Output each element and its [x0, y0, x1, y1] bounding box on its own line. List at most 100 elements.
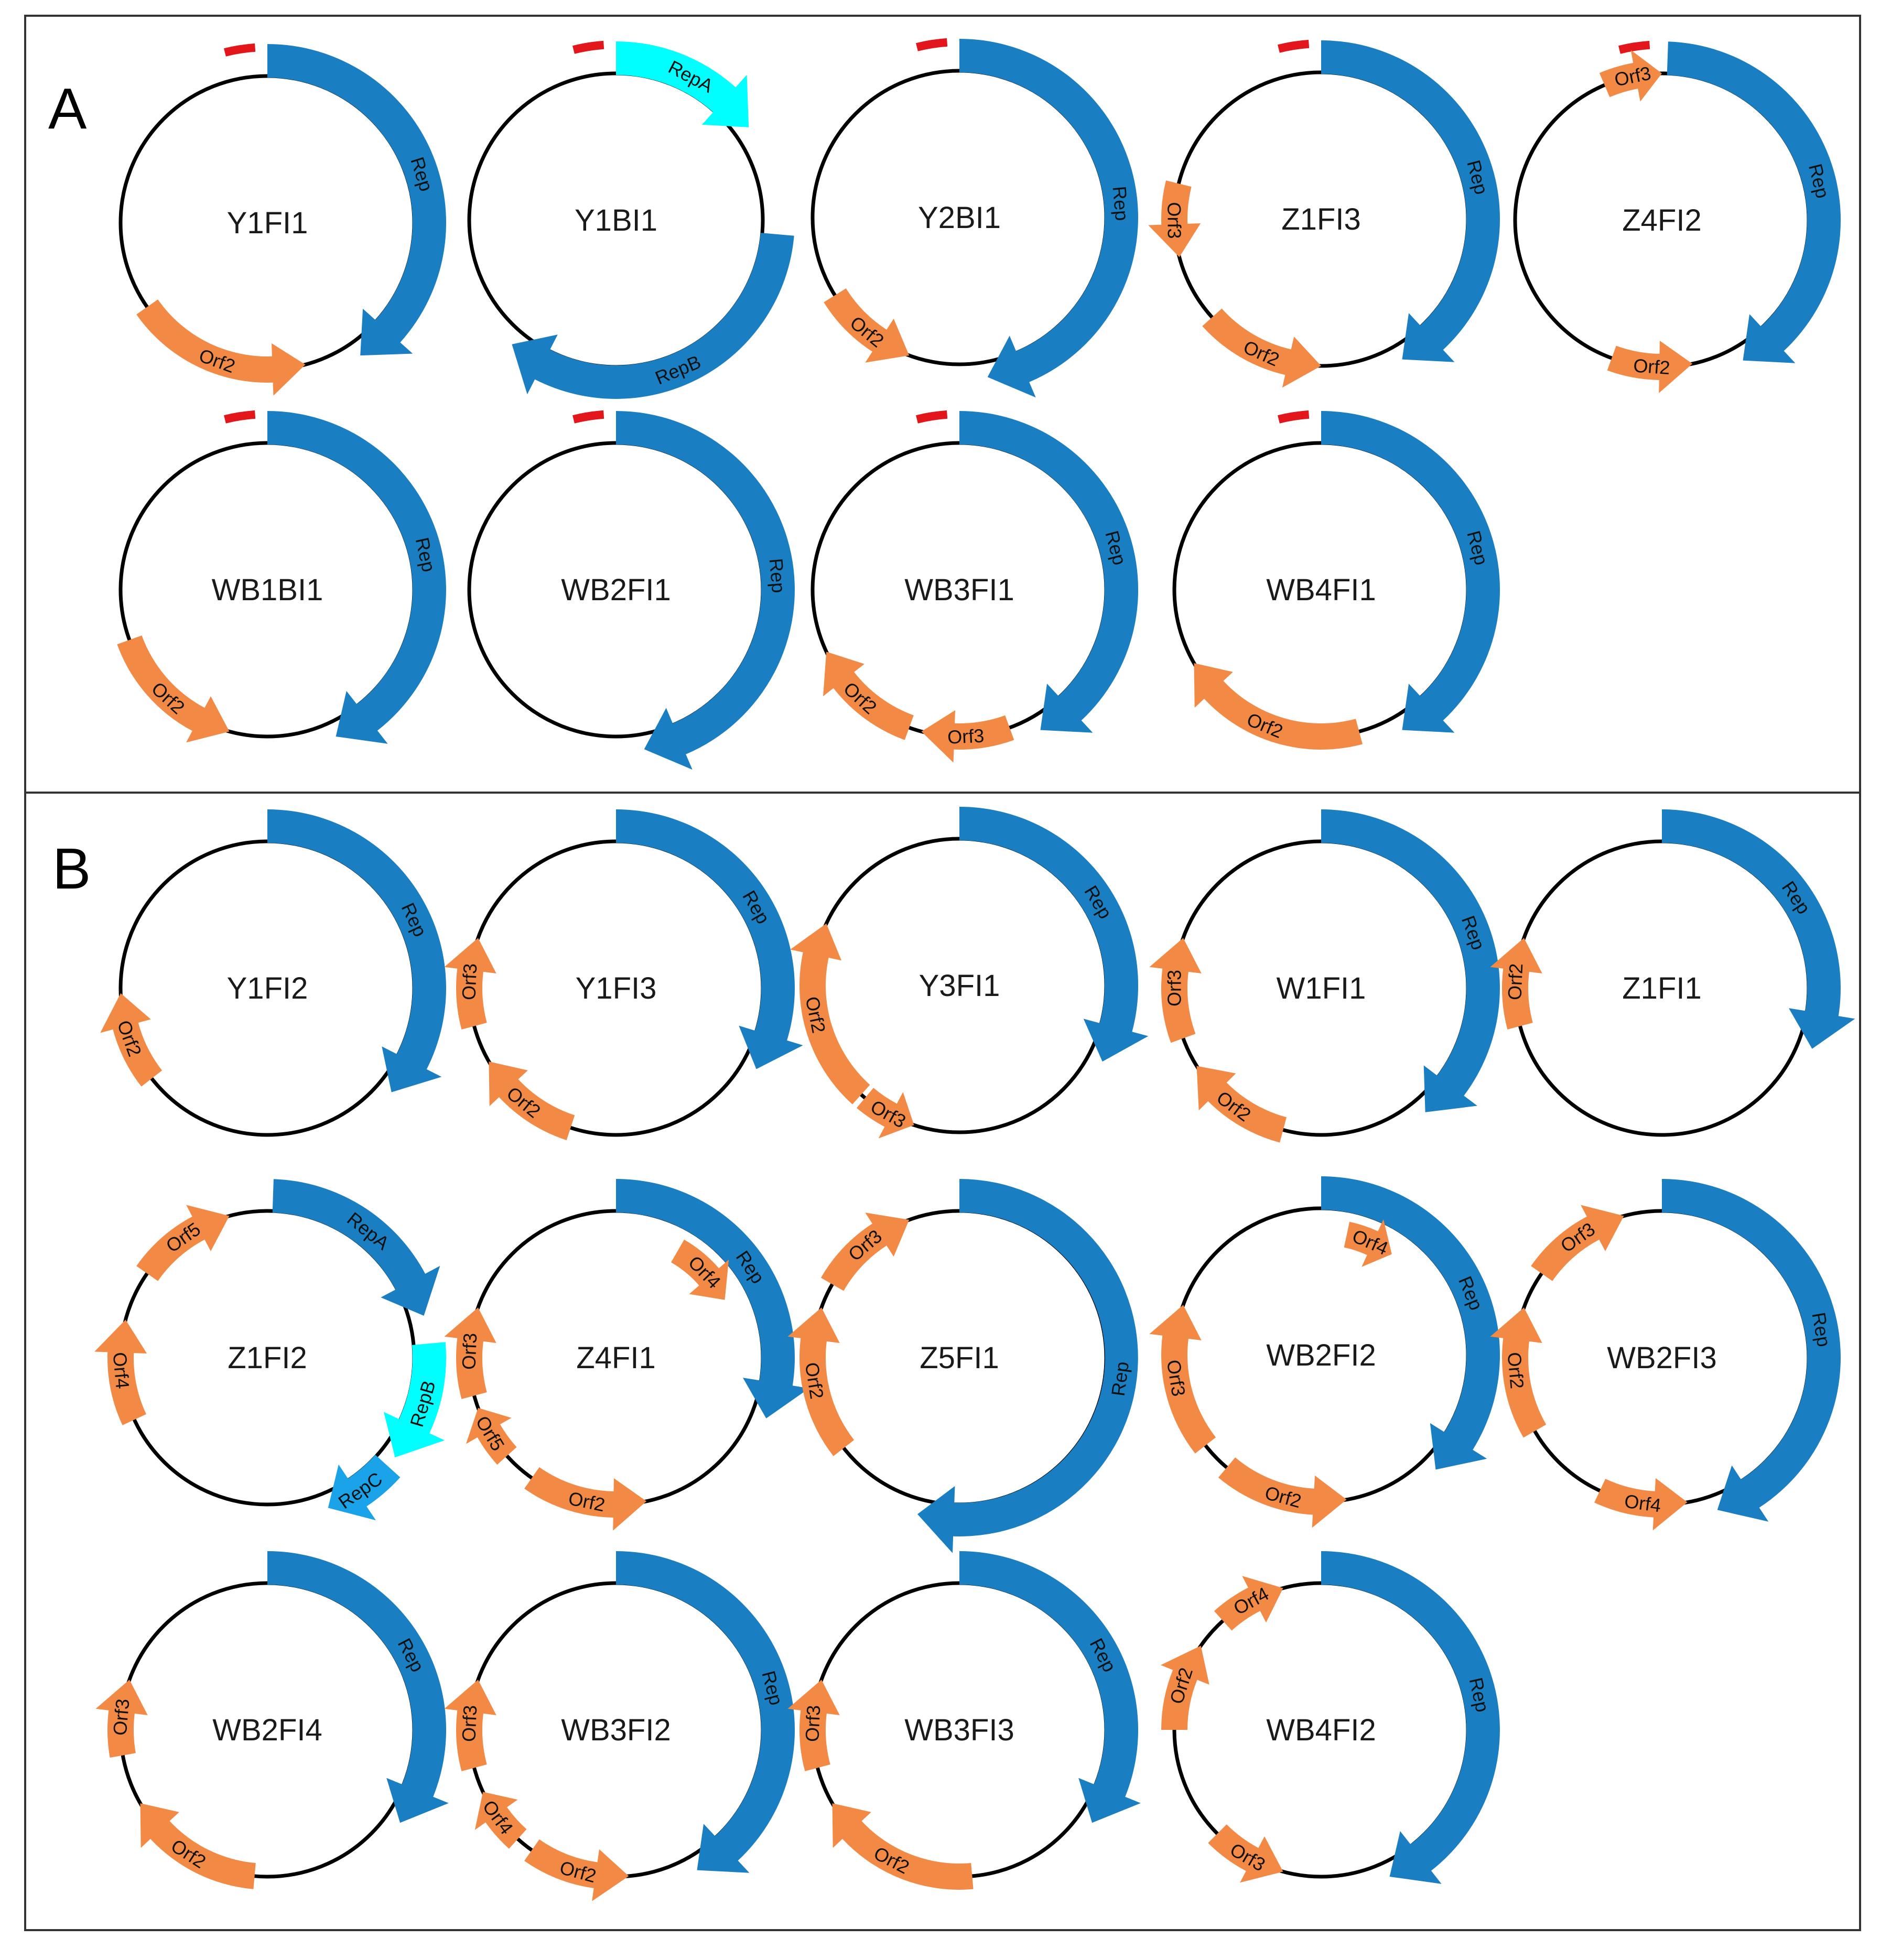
- gene-arrow-orf4: [671, 1239, 729, 1300]
- gene-arrow-orf3: [856, 1088, 914, 1139]
- gene-arrow-rep: [1321, 1176, 1500, 1470]
- plasmid-name: WB3FI1: [904, 573, 1014, 607]
- gene-arrow-orf3: [820, 1212, 910, 1291]
- plasmid-name: Z1FI3: [1281, 202, 1361, 236]
- gene-arrow-orf4: [1594, 1478, 1688, 1531]
- gene-arrow-rep: [267, 44, 447, 356]
- gene-arrow-rep: [267, 411, 446, 744]
- gene-arrow-orf2: [832, 1803, 974, 1890]
- gene-arrow-orf2: [1196, 1066, 1287, 1143]
- gene-arrow-orf4: [94, 1319, 147, 1425]
- gene-arrow-orf2: [1490, 938, 1542, 1030]
- gene-arrow-orf2: [1218, 1457, 1347, 1528]
- gene-arrow-orf4: [1344, 1219, 1392, 1267]
- gene-arrow-rep: [959, 807, 1149, 1062]
- gene-label: Orf3: [458, 1333, 481, 1370]
- gene-label: Rep: [1107, 1360, 1133, 1398]
- gene-arrow-orf2: [1194, 663, 1363, 750]
- gene-arrow-rep: [616, 411, 795, 770]
- plasmid-name: WB3FI3: [904, 1713, 1014, 1747]
- gene-arrow-rep: [1662, 809, 1855, 1049]
- plasmid-name: WB2FI2: [1266, 1338, 1376, 1372]
- gene-arrow-rep: [1321, 1551, 1500, 1884]
- gene-arrow-orf3: [444, 938, 496, 1030]
- gene-arrow-orf2: [1607, 341, 1693, 393]
- gene-arrow-orf3: [787, 1680, 840, 1771]
- gene-arrow-rep: [1321, 809, 1500, 1112]
- gene-arrow-rep: [959, 1551, 1141, 1823]
- plasmid-name: Y1FI1: [227, 206, 308, 240]
- gene-arrow-orf3: [1208, 1824, 1283, 1883]
- gene-arrow-repb: [512, 233, 794, 399]
- plasmid-name: WB3FI2: [561, 1713, 671, 1747]
- gene-arrow-orf2: [1202, 308, 1321, 388]
- plasmid-name: WB2FI1: [561, 573, 671, 607]
- plasmid-name: Z1FI1: [1622, 971, 1702, 1005]
- gene-arrow-orf2: [117, 635, 230, 743]
- gene-arrow-rep: [267, 809, 446, 1092]
- gene-label: Orf3: [947, 725, 985, 748]
- plasmid-map: Rep WB2FI1: [467, 410, 795, 770]
- plasmid-name: Z1FI2: [228, 1341, 307, 1375]
- gene-label: Rep: [1108, 185, 1133, 221]
- origin-marker: [1618, 40, 1650, 54]
- origin-marker: [224, 43, 256, 57]
- gene-arrow-orf4: [1214, 1576, 1283, 1631]
- gene-arrow-orf2: [136, 299, 306, 396]
- plasmid-name: Z4FI2: [1622, 203, 1702, 237]
- plasmid-name: Z5FI1: [920, 1341, 999, 1375]
- origin-marker: [1278, 410, 1310, 424]
- panel-b-frame: [24, 792, 1861, 1931]
- gene-arrow-orf2: [100, 993, 163, 1087]
- gene-arrow-orf2: [823, 652, 914, 740]
- plasmid-name: Y1FI2: [227, 971, 308, 1005]
- gene-arrow-orf2: [787, 1307, 855, 1456]
- gene-label: Orf3: [458, 1705, 481, 1742]
- gene-arrow-orf2: [140, 1803, 256, 1889]
- gene-label: Orf2: [1165, 1665, 1197, 1706]
- origin-marker: [572, 40, 604, 54]
- gene-arrow-orf5: [466, 1407, 517, 1465]
- gene-label: Orf3: [458, 963, 481, 1001]
- gene-label: Orf3: [109, 1698, 134, 1736]
- gene-label: Orf2: [1504, 1351, 1528, 1390]
- plasmid-name: Y3FI1: [919, 969, 1000, 1003]
- gene-arrow-orf3: [1531, 1205, 1624, 1281]
- gene-arrow-rep: [1667, 41, 1841, 363]
- origin-marker: [916, 38, 948, 51]
- gene-arrow-orf3: [1599, 50, 1662, 102]
- gene-arrow-orf5: [136, 1205, 230, 1281]
- origin-marker: [572, 410, 604, 424]
- plasmid-name: Y2BI1: [918, 201, 1001, 235]
- gene-label: Orf2: [557, 1857, 598, 1887]
- gene-arrow-orf3: [1149, 938, 1202, 1043]
- gene-arrow-rep: [1321, 40, 1500, 362]
- gene-arrow-rep: [959, 39, 1138, 398]
- gene-arrow-rep: [616, 809, 803, 1069]
- gene-arrow-rep: [616, 1179, 809, 1418]
- plasmid-name: WB4FI2: [1266, 1713, 1376, 1747]
- gene-label: Orf2: [1262, 1482, 1303, 1512]
- panel-b-letter: B: [52, 837, 91, 901]
- origin-marker: [916, 410, 948, 424]
- gene-label: Orf2: [1633, 354, 1671, 378]
- gene-arrow-orf2: [824, 288, 910, 363]
- gene-label: Orf3: [801, 1705, 824, 1742]
- gene-arrow-orf4: [474, 1792, 527, 1849]
- plasmid-name: WB1BI1: [212, 573, 323, 607]
